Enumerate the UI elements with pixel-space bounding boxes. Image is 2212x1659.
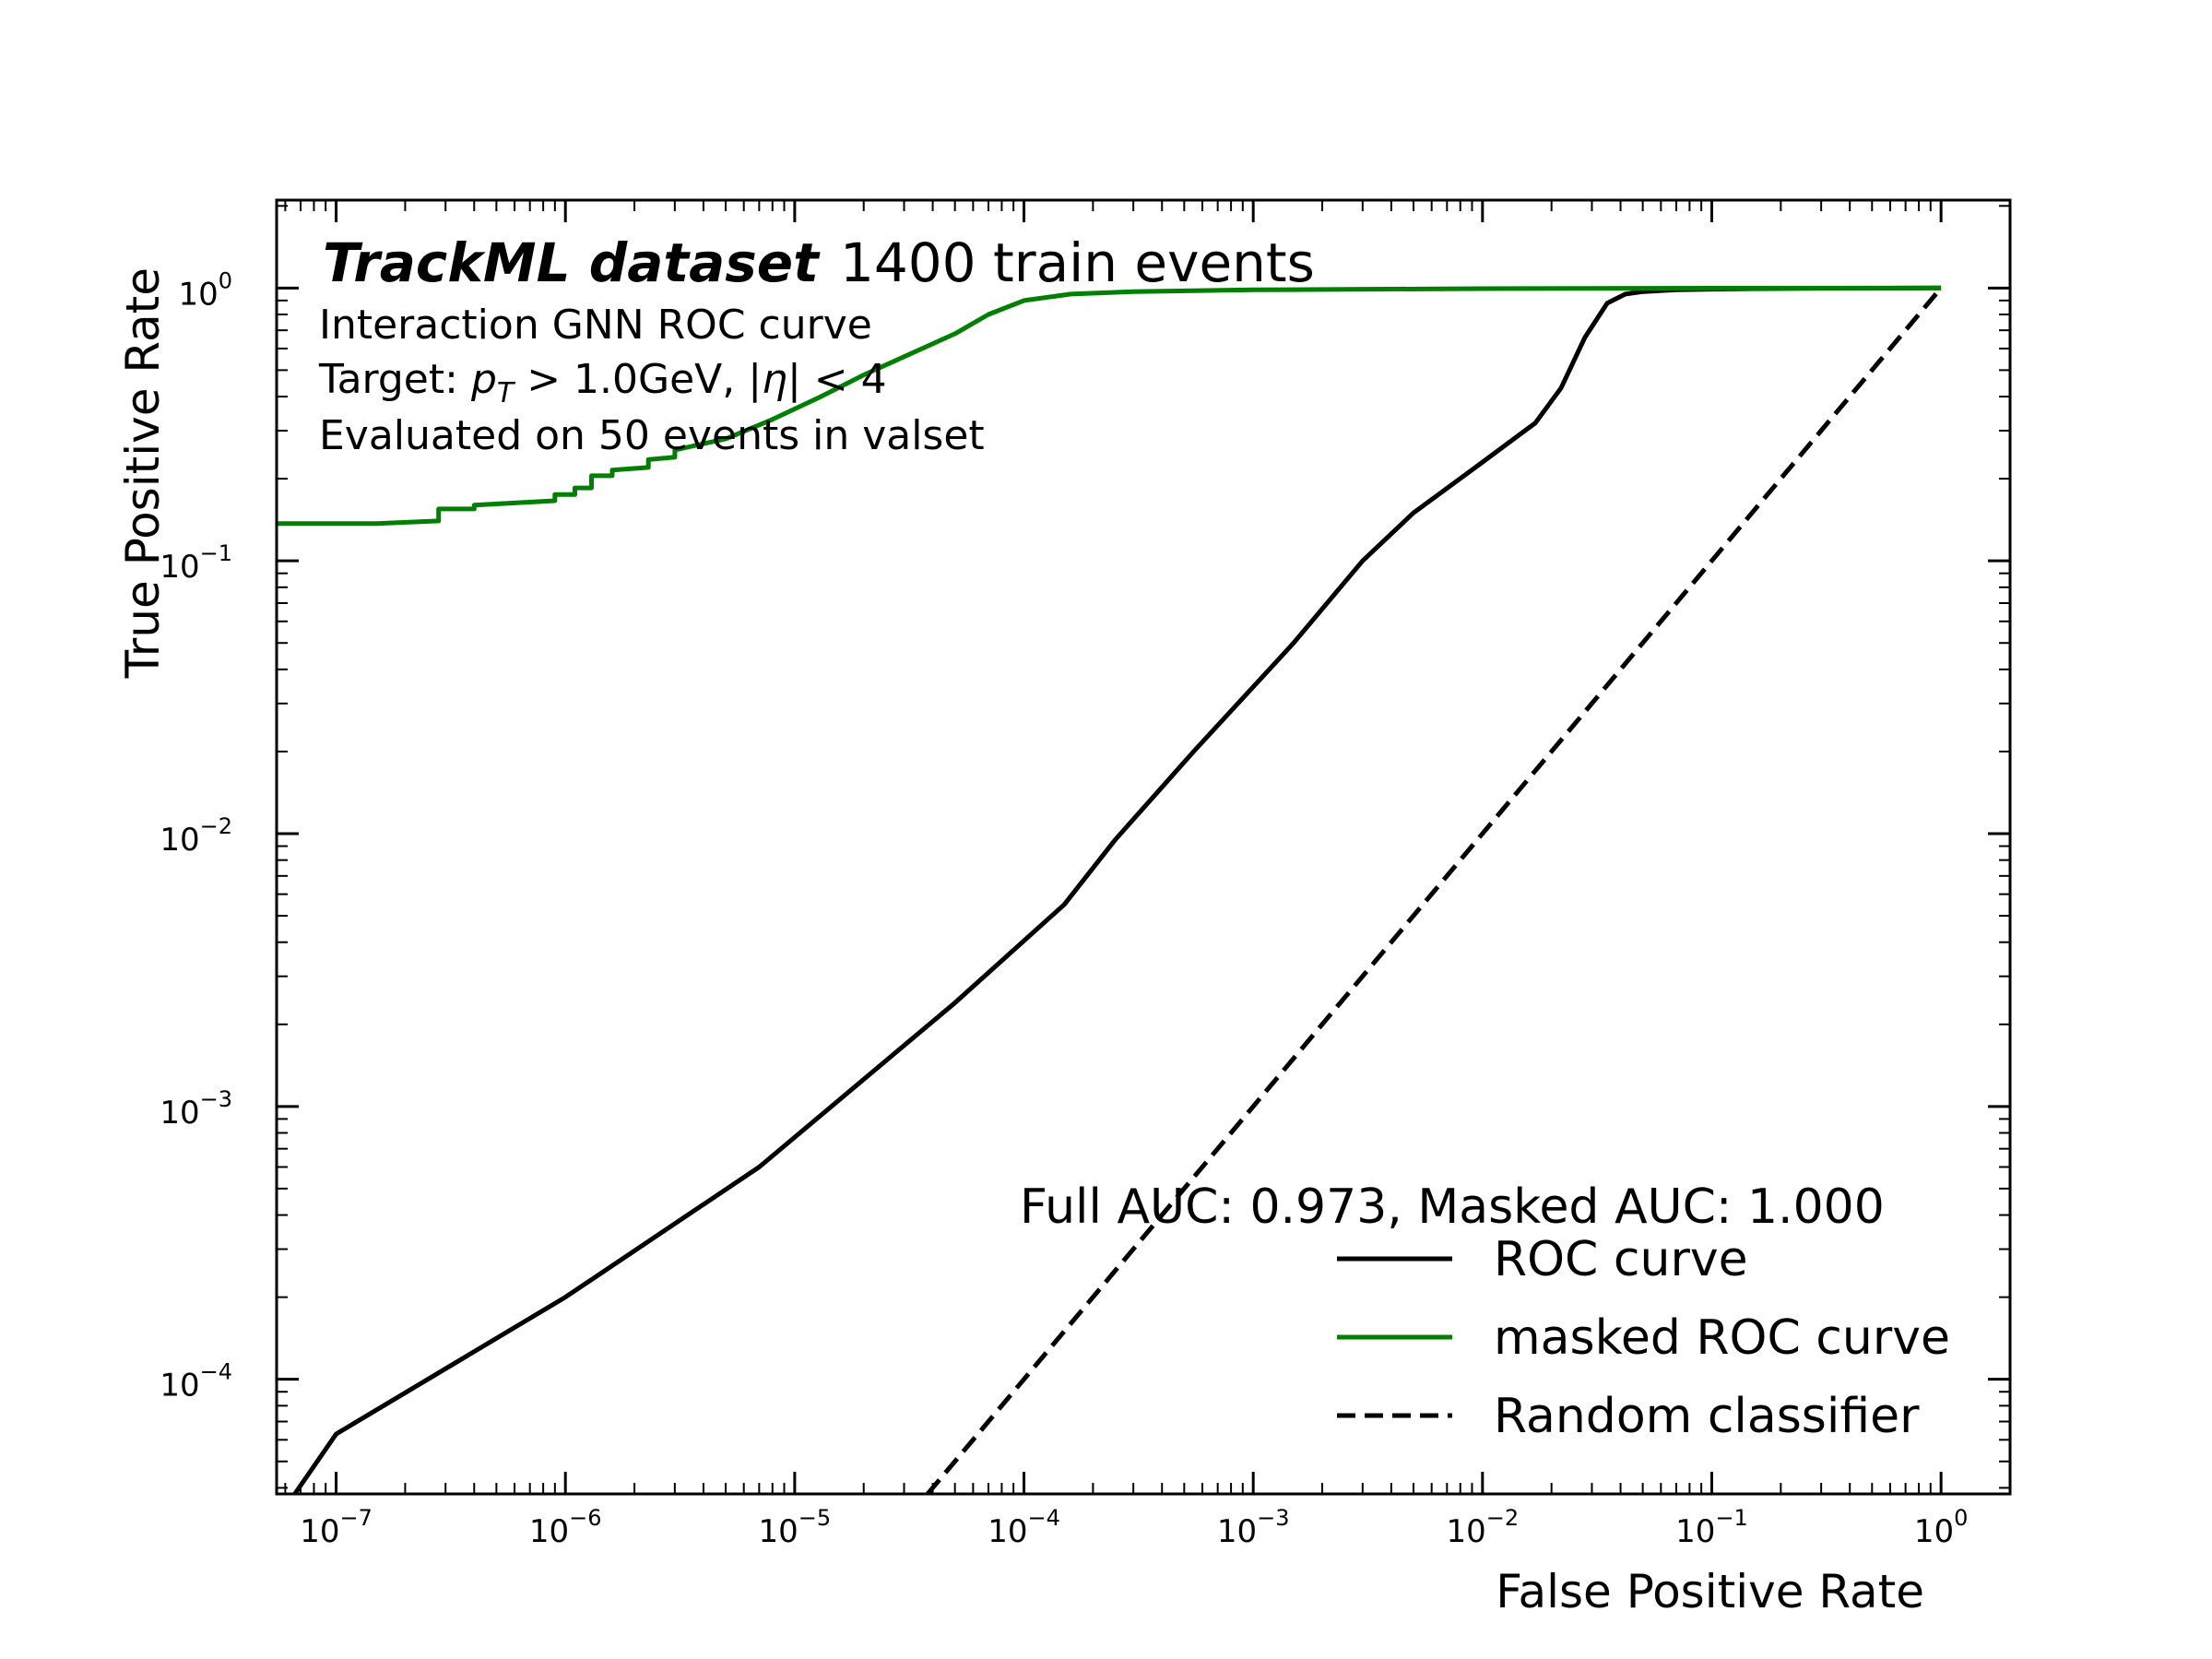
y-tick-exponent: −2 <box>200 813 232 839</box>
x-tick-base: 10 <box>1675 1513 1715 1550</box>
plot-frame <box>275 198 2012 1496</box>
x-tick-exponent: −7 <box>339 1505 372 1531</box>
annotation-model: Interaction GNN ROC curve <box>319 302 872 349</box>
x-tick-base: 10 <box>529 1513 569 1550</box>
legend: ROC curve masked ROC curve Random classi… <box>1337 1232 1950 1444</box>
y-tick-label: 10−1 <box>160 540 232 586</box>
x-tick-base: 10 <box>988 1513 1027 1550</box>
x-tick-base: 10 <box>759 1513 798 1550</box>
y-tick-exponent: 0 <box>219 267 232 293</box>
auc-text: Full AUC: 0.973, Masked AUC: 1.000 <box>1020 1179 1885 1235</box>
legend-label-masked: masked ROC curve <box>1494 1310 1950 1366</box>
x-tick-base: 10 <box>300 1513 339 1550</box>
y-tick-base: 10 <box>160 1095 199 1132</box>
x-tick-exponent: −5 <box>798 1505 831 1531</box>
x-tick-label: 10−6 <box>529 1505 602 1550</box>
x-tick-exponent: 0 <box>1954 1505 1968 1531</box>
x-tick-label: 10−4 <box>988 1505 1060 1550</box>
title-main: TrackML dataset <box>323 231 821 294</box>
x-tick-label: 10−3 <box>1217 1505 1290 1550</box>
y-tick-label: 10−3 <box>160 1086 232 1132</box>
x-tick-base: 10 <box>1447 1513 1486 1550</box>
x-tick-label: 10−1 <box>1675 1505 1748 1550</box>
y-tick-base: 10 <box>178 276 218 313</box>
y-tick-base: 10 <box>160 1368 199 1404</box>
x-tick-exponent: −1 <box>1715 1505 1747 1531</box>
masked-roc-curve-line <box>277 285 1942 527</box>
y-axis-label: True Positive Rate <box>116 267 170 679</box>
y-tick-base: 10 <box>160 822 199 859</box>
x-axis-label: False Positive Rate <box>1496 1565 1924 1618</box>
y-tick-exponent: −1 <box>200 540 232 566</box>
annotation-evaluation: Evaluated on 50 events in valset <box>319 412 985 459</box>
x-tick-base: 10 <box>1914 1513 1954 1550</box>
x-tick-base: 10 <box>1217 1513 1257 1550</box>
legend-label-roc: ROC curve <box>1494 1232 1748 1287</box>
y-tick-label: 10−2 <box>160 813 232 859</box>
x-tick-exponent: −6 <box>569 1505 601 1531</box>
annotation-target: Target: pT > 1.0GeV, |η| < 4 <box>318 356 887 409</box>
major-ticks <box>277 200 2010 1494</box>
x-tick-exponent: −2 <box>1486 1505 1519 1531</box>
random-classifier-line <box>926 286 1944 1494</box>
x-tick-label: 10−7 <box>300 1505 373 1550</box>
title-suffix: 1400 train events <box>840 231 1315 294</box>
legend-label-random: Random classifier <box>1494 1389 1920 1444</box>
y-tick-base: 10 <box>160 549 199 586</box>
chart-title: TrackML dataset 1400 train events <box>323 231 1315 294</box>
series-layer <box>277 285 1944 1494</box>
x-tick-exponent: −4 <box>1027 1505 1059 1531</box>
x-tick-label: 100 <box>1914 1505 1969 1550</box>
y-tick-exponent: −4 <box>200 1359 232 1385</box>
x-tick-label: 10−2 <box>1447 1505 1520 1550</box>
y-tick-label: 10−4 <box>160 1359 232 1404</box>
x-tick-exponent: −3 <box>1257 1505 1289 1531</box>
x-tick-labels: 10−7 10−6 10−5 10−4 10−3 10−2 10−1 100 <box>300 1505 1968 1550</box>
y-tick-label: 100 <box>178 267 232 313</box>
y-tick-exponent: −3 <box>200 1086 232 1112</box>
x-tick-label: 10−5 <box>759 1505 832 1550</box>
